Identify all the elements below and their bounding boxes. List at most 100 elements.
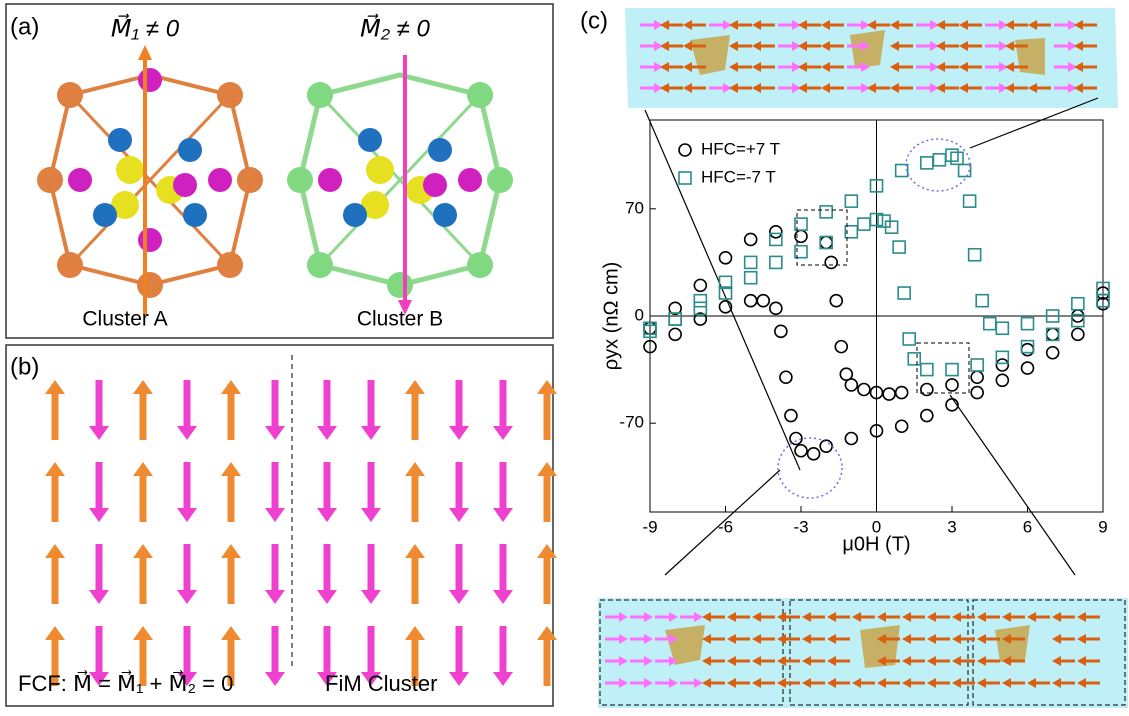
data-point	[858, 218, 870, 230]
arrow-head	[265, 508, 285, 522]
data-point	[845, 433, 857, 445]
arrow-head	[265, 426, 285, 440]
data-point	[971, 387, 983, 399]
arrow-head	[317, 508, 337, 522]
arrow-head	[493, 508, 513, 522]
legend-marker	[679, 172, 691, 184]
arrow-head	[221, 626, 241, 640]
data-point	[946, 379, 958, 391]
data-point	[898, 287, 910, 299]
arrow-head	[449, 426, 469, 440]
arrow-head	[493, 426, 513, 440]
data-point	[795, 445, 807, 457]
arrow-head	[133, 544, 153, 558]
arrow-head	[221, 380, 241, 394]
panel-label: (c)	[580, 7, 608, 34]
data-point	[893, 241, 905, 253]
data-point	[1072, 298, 1084, 310]
arrow-head	[361, 426, 381, 440]
data-point	[883, 388, 895, 400]
arrow-head	[89, 426, 109, 440]
data-point	[1022, 344, 1034, 356]
data-point	[840, 368, 852, 380]
data-point	[903, 333, 915, 345]
data-point	[770, 302, 782, 314]
data-point	[785, 410, 797, 422]
x-tick-label: -6	[718, 517, 733, 536]
data-point	[858, 384, 870, 396]
arrow-head	[133, 626, 153, 640]
x-tick-label: 3	[947, 517, 956, 536]
data-point	[1022, 341, 1034, 353]
data-point	[951, 152, 963, 164]
fcf-label: FCF: M⃗ = M⃗₁ + M⃗₂ = 0	[18, 670, 233, 696]
arrow-head	[405, 462, 425, 476]
data-point	[694, 279, 706, 291]
data-point	[745, 272, 757, 284]
arrow-head	[537, 626, 557, 640]
m1-label: M⃗₁ ≠ 0	[111, 13, 180, 42]
data-point	[830, 295, 842, 307]
data-point	[1022, 318, 1034, 330]
data-point	[946, 364, 958, 376]
arrow-head	[493, 672, 513, 686]
data-point	[825, 256, 837, 268]
data-point	[996, 322, 1008, 334]
arrow-head	[361, 590, 381, 604]
schematic-bottom	[598, 598, 1128, 708]
y-tick-label: -70	[619, 413, 644, 432]
data-point	[720, 252, 732, 264]
fim-label: FiM Cluster	[325, 671, 437, 696]
arrow-head	[221, 462, 241, 476]
arrow-head	[265, 590, 285, 604]
data-point	[976, 295, 988, 307]
data-point	[694, 295, 706, 307]
data-point	[835, 341, 847, 353]
data-point	[971, 371, 983, 383]
data-point	[820, 206, 832, 218]
legend-label: HFC=-7 T	[701, 167, 776, 186]
data-point	[908, 353, 920, 365]
figure: (a) M⃗₁ ≠ 0 M⃗₂ ≠ 0 Cluster A Cluster B …	[0, 0, 1129, 711]
data-point	[1047, 347, 1059, 359]
arrow-head	[221, 544, 241, 558]
data-point	[745, 295, 757, 307]
page: (a) M⃗₁ ≠ 0 M⃗₂ ≠ 0 Cluster A Cluster B …	[0, 0, 1129, 711]
data-point	[757, 295, 769, 307]
data-point	[745, 256, 757, 268]
arrow-head	[133, 380, 153, 394]
cluster-b-label: Cluster B	[357, 308, 443, 331]
data-point	[896, 420, 908, 432]
x-tick-label: 6	[1023, 517, 1032, 536]
y-tick-label: 0	[635, 305, 644, 324]
arrow-head	[449, 590, 469, 604]
data-point	[1022, 362, 1034, 374]
data-point	[745, 233, 757, 245]
data-point	[921, 157, 933, 169]
arrow-head	[265, 672, 285, 686]
arrow-head	[361, 508, 381, 522]
data-point	[1072, 328, 1084, 340]
y-axis-label: ρyx (nΩ cm)	[600, 262, 622, 371]
data-point	[933, 154, 945, 166]
data-point	[946, 149, 958, 161]
arrow-head	[405, 544, 425, 558]
arrow-head	[45, 626, 65, 640]
data-point	[770, 226, 782, 238]
arrow-head	[317, 590, 337, 604]
data-point	[669, 328, 681, 340]
panel-label: (b)	[10, 353, 39, 380]
annotations	[778, 139, 970, 498]
arrow-head	[537, 544, 557, 558]
data-point	[775, 325, 787, 337]
panel-label: (a)	[10, 13, 39, 40]
data-point	[964, 195, 976, 207]
arrow-head	[317, 426, 337, 440]
legend-marker	[679, 144, 691, 156]
data-point	[971, 359, 983, 371]
arrow-head	[45, 544, 65, 558]
x-tick-label: -3	[793, 517, 808, 536]
y-tick-label: 70	[625, 198, 644, 217]
plot: -9-6-30369-70070μ0H (T)ρyx (nΩ cm)HFC=+7…	[600, 120, 1109, 555]
m2-label: M⃗₂ ≠ 0	[360, 13, 430, 42]
